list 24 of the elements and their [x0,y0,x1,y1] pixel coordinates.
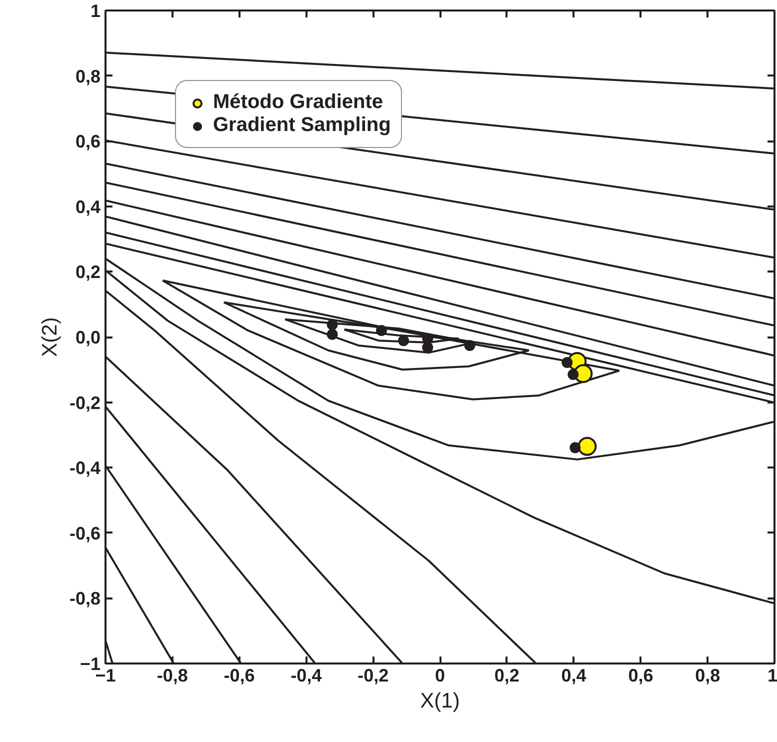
y-tick-label: 0,4 [75,196,101,217]
y-tick-label: -0,4 [69,458,101,478]
y-tick-label: -0,6 [69,523,101,544]
y-tick-label: 0,2 [75,262,101,282]
x-tick-label: 0,6 [628,666,654,686]
y-tick-label: 0,0 [75,328,101,348]
x-tick-label: 0,4 [561,666,586,686]
y-tick-label: -0,8 [69,588,101,609]
y-tick-label: -0,2 [69,392,101,413]
x-axis-title: X(1) [420,690,460,712]
x-tick-label: 1 [767,666,777,686]
legend-label: Gradient Sampling [213,114,391,137]
x-tick-label: -0,8 [156,666,188,686]
x-tick-label: -0,6 [224,666,255,686]
y-tick-label: 0,6 [75,132,101,152]
x-tick-label: 0,8 [695,666,720,686]
y-axis-title: X(2) [38,317,62,357]
x-tick-label: 0 [434,666,446,686]
y-tick-label: 0,8 [75,66,101,86]
x-tick-label: -0,4 [290,666,322,686]
x-tick-label: 0,2 [494,666,520,686]
x-tick-label: -0,2 [358,666,389,686]
y-tick-label: 1 [90,1,101,21]
legend-label: Método Gradiente [213,91,384,114]
